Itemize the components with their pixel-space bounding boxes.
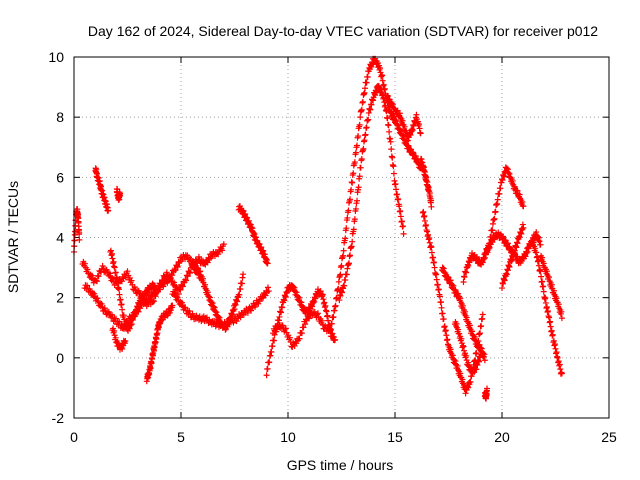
series-sat-v	[499, 221, 527, 292]
x-tick-label: 25	[601, 429, 617, 445]
series-sat-d	[92, 165, 112, 214]
data-point-markers	[270, 308, 334, 351]
series-sat-o	[336, 82, 407, 304]
data-point-markers	[439, 264, 488, 364]
series-sat-w	[528, 237, 565, 377]
x-tick-labels: 0 5 10 15 20 25	[70, 429, 617, 445]
x-axis-label: GPS time / hours	[287, 457, 394, 473]
x-tick-label: 5	[177, 429, 185, 445]
x-tick-label: 15	[387, 429, 403, 445]
data-point-markers	[327, 55, 424, 334]
y-tick-label: 0	[56, 350, 64, 366]
y-axis-label: SDTVAR / TECUs	[5, 181, 21, 293]
data-point-markers	[499, 221, 527, 292]
y-tick-label: -2	[52, 410, 65, 426]
series-sat-u	[481, 229, 544, 267]
y-tick-label: 8	[56, 109, 64, 125]
data-point-markers	[528, 237, 565, 377]
data-point-markers	[336, 82, 407, 304]
series-sat-n	[327, 55, 424, 334]
y-tick-labels: -2 0 2 4 6 8 10	[48, 49, 64, 426]
chart-title: Day 162 of 2024, Sidereal Day-to-day VTE…	[88, 23, 598, 39]
x-tick-label: 20	[494, 429, 510, 445]
data-point-markers	[417, 155, 435, 210]
data-point-markers	[113, 185, 124, 204]
data-point-markers	[419, 208, 486, 397]
series-sat-h	[143, 302, 176, 385]
series-sat-x	[537, 252, 565, 322]
series-sat-m	[270, 308, 334, 351]
series-sat-q	[417, 155, 435, 210]
data-point-markers	[235, 203, 271, 267]
y-tick-label: 4	[56, 230, 64, 246]
series-sat-g	[109, 325, 129, 353]
series-sat-j	[235, 203, 271, 267]
x-tick-label: 10	[280, 429, 296, 445]
data-point-markers	[263, 282, 339, 379]
series-sat-f	[107, 247, 161, 334]
series-sat-e	[113, 185, 124, 204]
y-tick-label: 10	[48, 49, 64, 65]
plot-frame	[73, 56, 610, 419]
x-tick-label: 0	[70, 429, 78, 445]
data-point-markers	[481, 385, 491, 402]
data-point-markers	[537, 252, 565, 322]
series-sat-k	[188, 258, 247, 333]
data-point-markers	[383, 92, 424, 144]
data-point-markers	[143, 302, 176, 385]
y-tick-label: 2	[56, 290, 64, 306]
series-sat-z	[481, 385, 491, 402]
data-point-markers	[481, 229, 544, 267]
series-sat-s	[439, 264, 488, 364]
data-point-markers	[109, 325, 129, 353]
series-sat-p	[383, 92, 424, 144]
y-tick-label: 6	[56, 169, 64, 185]
series-sat-y	[451, 319, 484, 377]
data-point-markers	[451, 319, 484, 377]
data-point-markers	[107, 247, 161, 334]
series-sat-r	[419, 208, 486, 397]
series-sat-l	[263, 282, 339, 379]
data-point-markers	[188, 258, 247, 333]
data-point-markers	[92, 165, 112, 214]
series-layer	[71, 55, 565, 402]
